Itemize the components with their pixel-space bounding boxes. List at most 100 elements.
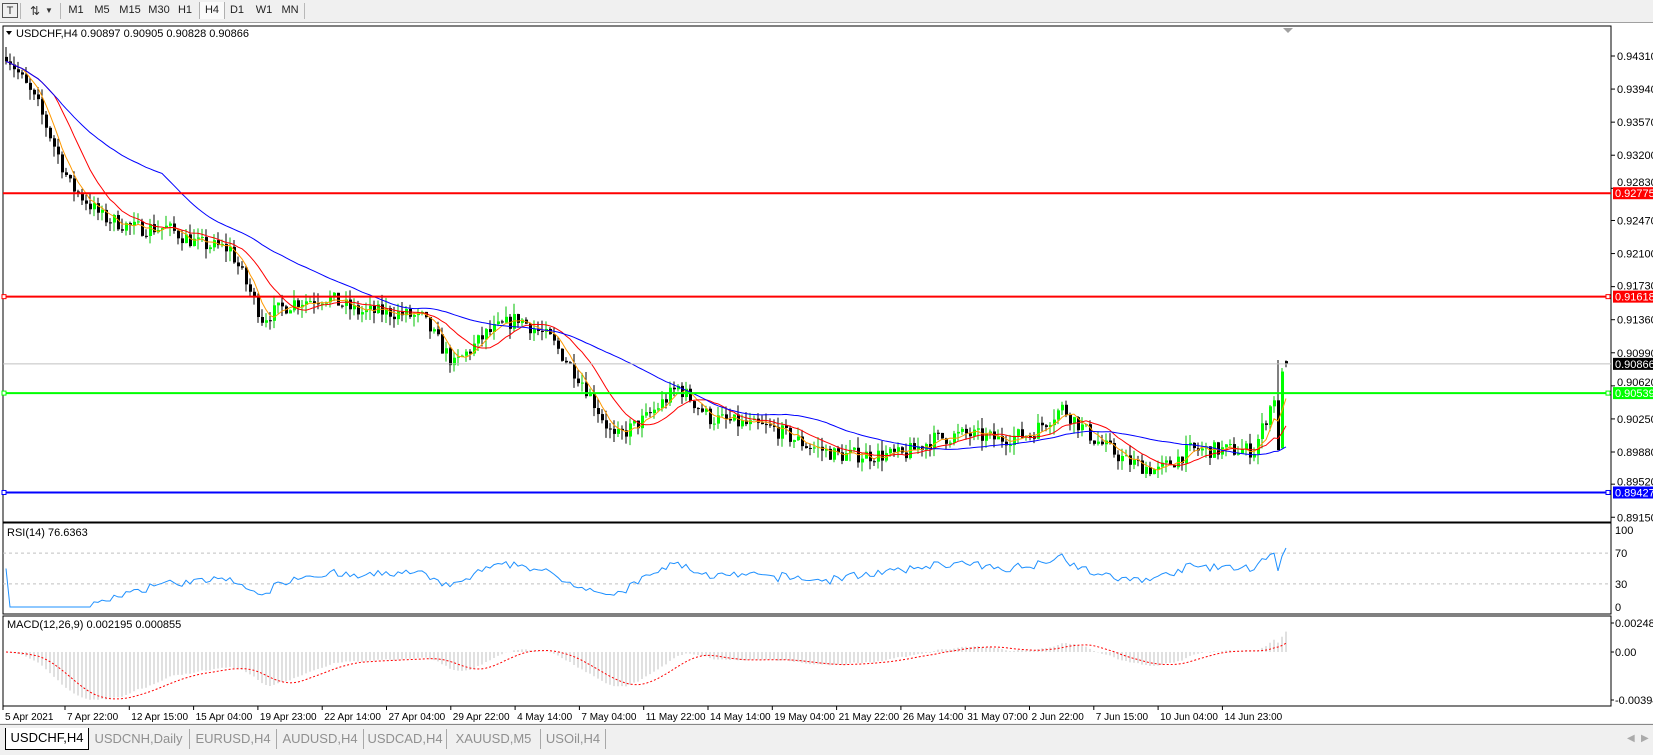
- bear-candle: [225, 244, 228, 252]
- bear-candle: [81, 192, 84, 201]
- bull-candle: [445, 348, 448, 354]
- chart-canvas[interactable]: 0.94310 0.93940 0.93570 0.93200 0.92830 0.924…: [0, 23, 1653, 723]
- bear-candle: [1021, 429, 1024, 438]
- line-handle: [1605, 489, 1611, 495]
- bull-candle: [793, 440, 796, 442]
- bull-candle: [713, 423, 716, 425]
- chart-window[interactable]: 0.94310 0.93940 0.93570 0.93200 0.92830 0.924…: [0, 23, 1653, 723]
- bear-candle: [969, 433, 972, 437]
- bear-candle: [89, 203, 92, 210]
- macd-tick-label: 0.00: [1615, 647, 1636, 659]
- timeframe-w1-button[interactable]: W1: [255, 4, 273, 16]
- time-tick-label: 12 Apr 15:00: [131, 712, 188, 723]
- time-tick-label: 21 May 22:00: [839, 712, 900, 723]
- bull-candle: [721, 414, 724, 416]
- price-tick-label: 0.94310: [1617, 51, 1653, 63]
- timeframe-m1-button[interactable]: M1: [68, 4, 84, 16]
- bear-candle: [1217, 442, 1220, 455]
- bull-candle: [513, 314, 516, 329]
- chart-tab[interactable]: USDCAD,H4: [364, 729, 447, 749]
- bear-candle: [593, 393, 596, 409]
- bear-candle: [597, 408, 600, 415]
- bull-candle: [581, 382, 584, 384]
- rsi-tick-label: 0: [1615, 602, 1621, 614]
- bear-candle: [569, 362, 572, 364]
- bear-candle: [317, 303, 320, 305]
- timeframe-h1-button[interactable]: H1: [177, 4, 193, 16]
- macd-panel: [2, 615, 1612, 707]
- time-tick-label: 26 May 14:00: [903, 712, 964, 723]
- chart-tab[interactable]: USDCHF,H4: [5, 728, 89, 750]
- bull-candle: [1125, 455, 1128, 457]
- bull-candle: [1097, 441, 1100, 444]
- bull-candle: [1245, 443, 1248, 449]
- price-tick-label: 0.92830: [1617, 177, 1653, 189]
- price-tick-label: 0.90250: [1617, 414, 1653, 426]
- bull-candle: [797, 436, 800, 441]
- price-tick-label: 0.89880: [1617, 447, 1653, 459]
- time-tick-label: 15 Apr 04:00: [196, 712, 253, 723]
- bull-candle: [333, 292, 336, 297]
- chart-tab[interactable]: EURUSD,H4: [190, 729, 277, 749]
- bear-candle: [1005, 441, 1008, 446]
- timeframe-h4-button[interactable]: H4: [199, 2, 225, 19]
- bear-candle: [337, 292, 340, 306]
- timeframe-d1-button[interactable]: D1: [229, 4, 245, 16]
- bull-candle: [169, 223, 172, 226]
- chart-tab[interactable]: USOil,H4: [541, 729, 606, 749]
- bull-candle: [309, 301, 312, 303]
- bull-candle: [273, 305, 276, 321]
- bull-candle: [889, 448, 892, 454]
- chevron-down-icon[interactable]: ▼: [45, 6, 53, 15]
- scroll-right-icon[interactable]: ▶: [1641, 733, 1649, 744]
- bear-candle: [1041, 422, 1044, 426]
- bull-candle: [849, 449, 852, 454]
- timeframe-m15-button[interactable]: M15: [119, 4, 141, 16]
- text-tool-icon[interactable]: T: [2, 3, 18, 18]
- bull-candle: [677, 385, 680, 390]
- bull-candle: [369, 305, 372, 310]
- bear-candle: [1209, 446, 1212, 458]
- scroll-left-icon[interactable]: ◀: [1627, 733, 1635, 744]
- bull-candle: [385, 308, 388, 315]
- bear-candle: [401, 311, 404, 316]
- price-tick-label: 0.91730: [1617, 281, 1653, 293]
- price-tick-label: 0.89520: [1617, 476, 1653, 488]
- bull-candle: [1053, 419, 1056, 426]
- bull-candle: [185, 234, 188, 244]
- chart-tab[interactable]: USDCNH,Daily: [88, 729, 190, 749]
- bear-candle: [37, 94, 40, 100]
- bull-candle: [1057, 410, 1060, 420]
- bear-candle: [609, 428, 612, 430]
- bear-candle: [373, 305, 376, 314]
- bear-candle: [45, 114, 48, 128]
- bull-candle: [277, 302, 280, 306]
- bull-candle: [633, 420, 636, 424]
- bear-candle: [805, 446, 808, 448]
- bear-candle: [585, 382, 588, 397]
- timeframe-m5-button[interactable]: M5: [94, 4, 110, 16]
- bull-candle: [1161, 462, 1164, 467]
- bull-candle: [1017, 429, 1020, 436]
- bear-candle: [553, 334, 556, 341]
- arrows-tool-icon[interactable]: ⇅: [29, 3, 41, 18]
- bear-candle: [141, 221, 144, 236]
- price-tick-label: 0.89150: [1617, 512, 1653, 524]
- bear-candle: [681, 385, 684, 398]
- bull-candle: [1061, 404, 1064, 411]
- price-tick-label: 0.90620: [1617, 377, 1653, 389]
- timeframe-mn-button[interactable]: MN: [281, 4, 299, 16]
- chart-tab[interactable]: XAUUSD,M5: [447, 729, 541, 749]
- timeframe-m30-button[interactable]: M30: [148, 4, 170, 16]
- bear-candle: [393, 316, 396, 320]
- bear-candle: [241, 266, 244, 268]
- bear-candle: [389, 308, 392, 317]
- bull-candle: [669, 387, 672, 403]
- bull-candle: [977, 428, 980, 430]
- bull-candle: [161, 228, 164, 231]
- bull-candle: [293, 300, 296, 311]
- bull-candle: [321, 303, 324, 305]
- bear-candle: [437, 329, 440, 335]
- chart-tab[interactable]: AUDUSD,H4: [277, 729, 364, 749]
- bear-candle: [689, 388, 692, 402]
